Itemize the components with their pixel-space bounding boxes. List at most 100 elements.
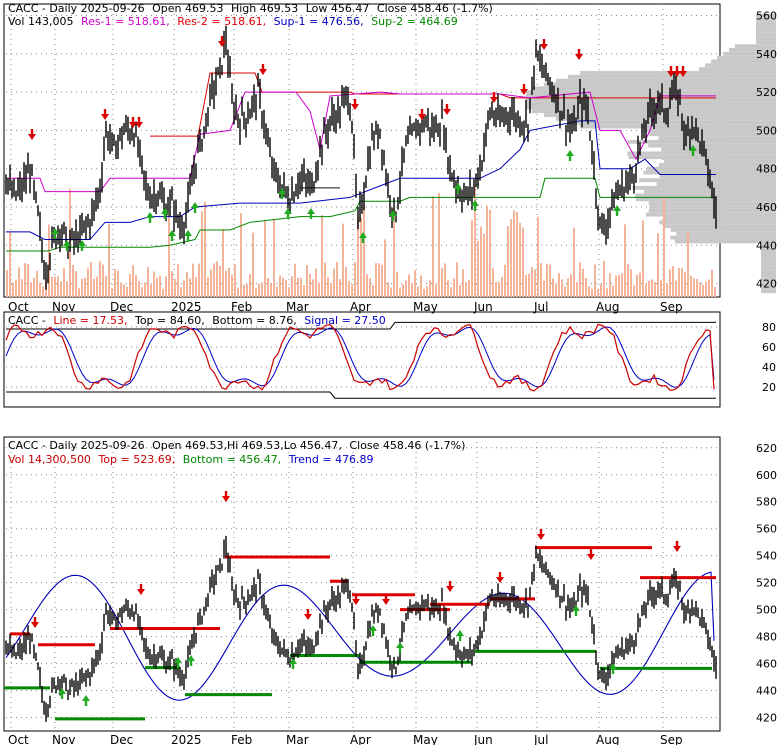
volume-profile-bar (756, 40, 776, 45)
volume-bar (624, 224, 626, 297)
sell-arrow (575, 54, 583, 60)
sell-arrow-stem (522, 84, 526, 89)
volume-profile-bar (761, 270, 776, 275)
sell-arrow-lower (537, 534, 545, 540)
volume-bar (504, 264, 506, 297)
volume-bar (489, 209, 491, 297)
volume-bar (177, 264, 179, 297)
volume-bar (543, 280, 545, 297)
volume-bar (51, 276, 53, 297)
sell-arrow-stem (30, 129, 34, 134)
volume-bar (372, 285, 374, 297)
volume-bar (180, 287, 182, 297)
sell-arrow-lower-stem (539, 529, 543, 534)
volume-bar (153, 271, 155, 297)
volume-bar (315, 268, 317, 297)
p1-month-Jul: Jul (533, 300, 548, 314)
sell-arrow (418, 114, 426, 120)
buy-arrow (613, 205, 621, 211)
p3-month-Apr: Apr (350, 733, 371, 745)
volume-profile-bar (656, 182, 776, 186)
volume-bar (357, 217, 359, 297)
p1-res1: Res-1 = 518.61, (81, 15, 170, 28)
svg-text:Vol 143,005 Res-1 = 518.61: Vol 143,005 Res-1 = 518.61, Res-2 = 518.… (8, 15, 458, 28)
buy-arrow-stem (456, 189, 460, 194)
volume-bar (555, 284, 557, 297)
volume-bar (42, 286, 44, 297)
volume-bar (300, 278, 302, 297)
buy-arrow-lower (289, 658, 297, 664)
sell-arrow-stem (137, 117, 141, 122)
volume-bar (84, 277, 86, 297)
buy-arrow (307, 208, 315, 214)
p3-month-Jul: Jul (533, 733, 548, 745)
p1-sup1: Sup-1 = 476.56, (274, 15, 364, 28)
volume-bar (618, 275, 620, 297)
buy-arrow-lower-stem (60, 694, 64, 699)
buy-arrow-stem (148, 218, 152, 223)
sell-arrow-stem (675, 66, 679, 71)
sell-arrow-stem (420, 109, 424, 114)
volume-bar (396, 271, 398, 297)
volume-profile-bar (643, 189, 776, 194)
volume-bar (612, 285, 614, 297)
volume-bar (579, 262, 581, 297)
volume-bar (354, 262, 356, 297)
volume-profile-bar (761, 274, 776, 278)
sell-arrow (667, 71, 675, 77)
volume-bar (708, 279, 710, 297)
p3-ytick-600: 600 (756, 469, 777, 482)
volume-profile-bar (580, 124, 776, 129)
sell-arrow-lower-stem (498, 572, 502, 577)
volume-bar (261, 282, 263, 297)
volume-bar (375, 263, 377, 297)
volume-bar (309, 273, 311, 297)
volume-profile-bar (756, 17, 776, 22)
volume-bar (603, 261, 605, 297)
volume-bar (129, 273, 131, 297)
volume-bar (699, 282, 701, 297)
volume-bar (363, 204, 365, 297)
volume-bar (216, 261, 218, 297)
p3-month-Dec: Dec (110, 733, 133, 745)
p3-trend: Trend = 476.89 (288, 453, 374, 466)
svg-text:CACC - Line = 17.53, T: CACC - Line = 17.53, Top = 84.60, Bottom… (8, 314, 386, 327)
volume-bar (411, 282, 413, 297)
volume-profile-bar (699, 67, 776, 72)
volume-bar (291, 276, 293, 297)
sell-arrow (679, 71, 687, 77)
volume-bar (510, 219, 512, 297)
volume-bar (597, 288, 599, 297)
volume-bar (165, 276, 167, 297)
volume-bar (456, 262, 458, 297)
support-blue-line (6, 120, 716, 241)
volume-bar (120, 282, 122, 297)
p1-ytick-540: 540 (756, 48, 777, 61)
buy-arrow-lower-stem (176, 663, 180, 668)
p3-ytick-520: 520 (756, 577, 777, 590)
volume-bar (345, 266, 347, 297)
volume-bar (72, 264, 74, 297)
buy-arrow-lower-stem (398, 648, 402, 653)
volume-bar (642, 220, 644, 297)
buy-arrow (471, 200, 479, 206)
buy-arrow (63, 240, 71, 246)
volume-profile-bar (761, 247, 776, 252)
p3-month-Sep: Sep (660, 733, 683, 745)
volume-bar (546, 263, 548, 297)
volume-bar (234, 264, 236, 297)
p2-ytick-60: 60 (762, 341, 776, 354)
sell-arrow-lower (673, 546, 681, 552)
volume-bar (549, 264, 551, 297)
volume-bar (477, 240, 479, 297)
p1-high: High 469.53 (231, 2, 298, 15)
buy-arrow (51, 228, 59, 234)
p1-ytick-560: 560 (756, 9, 777, 22)
volume-bar (171, 271, 173, 297)
volume-profile-bar (649, 205, 776, 209)
volume-bar (231, 274, 233, 297)
volume-profile-bar (761, 254, 776, 259)
volume-bar (630, 269, 632, 297)
volume-bar (462, 269, 464, 297)
